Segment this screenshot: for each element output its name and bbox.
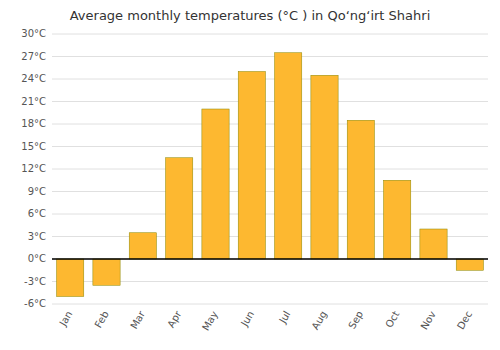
x-tick-label: May: [200, 309, 220, 332]
y-tick-label: 30°C: [21, 28, 46, 39]
y-tick-label: 12°C: [21, 163, 46, 174]
grid-line: [52, 146, 488, 147]
y-tick-label: 15°C: [21, 141, 46, 152]
bar: [57, 259, 84, 297]
grid-line: [52, 34, 488, 35]
x-tick-label: Jul: [276, 309, 292, 326]
x-tick-label: Sep: [346, 309, 365, 331]
x-tick-label: Aug: [310, 309, 329, 331]
y-tick-label: 3°C: [28, 231, 46, 242]
x-tick-label: Feb: [92, 309, 110, 330]
bar: [384, 180, 411, 259]
x-tick-label: Jun: [238, 309, 256, 329]
y-tick-label: 27°C: [21, 51, 46, 62]
y-tick-label: 18°C: [21, 118, 46, 129]
grid-line: [52, 101, 488, 102]
y-tick-label: 6°C: [28, 208, 46, 219]
grid-line: [52, 79, 488, 80]
x-tick-label: Nov: [419, 309, 438, 331]
bar: [129, 233, 156, 259]
x-tick-label: Jan: [57, 309, 75, 329]
page: {"chart_data": {"type": "bar", "title": …: [0, 0, 500, 350]
x-tick-label: Mar: [128, 308, 147, 331]
x-tick-label: Dec: [455, 309, 474, 331]
y-tick-label: 21°C: [21, 96, 46, 107]
grid-line: [52, 56, 488, 57]
grid-line: [52, 214, 488, 215]
y-tick-label: -6°C: [24, 298, 46, 309]
grid-line: [52, 259, 488, 260]
title: Average monthly temperatures (°C ) in Qo…: [70, 8, 431, 23]
y-tick-label: 0°C: [28, 253, 46, 264]
y-tick-label: 9°C: [28, 186, 46, 197]
zero-line: [52, 258, 488, 260]
grid-line: [52, 304, 488, 305]
bar: [347, 120, 374, 259]
bar: [166, 158, 193, 259]
bars: [57, 53, 484, 297]
grid-line: [52, 169, 488, 170]
bar: [275, 53, 302, 259]
grid-line: [52, 191, 488, 192]
grid: [52, 34, 488, 304]
bar: [420, 229, 447, 259]
grid-line: [52, 124, 488, 125]
bar: [238, 72, 265, 260]
bar: [456, 259, 483, 270]
x-tick-label: Oct: [383, 309, 401, 330]
bar: [202, 109, 229, 259]
x-tick-label: Apr: [165, 308, 184, 329]
bar: [311, 75, 338, 259]
chart: Average monthly temperatures (°C ) in Qo…: [0, 0, 500, 350]
y-tick-label: -3°C: [24, 276, 46, 287]
y-tick-label: 24°C: [21, 73, 46, 84]
bar: [93, 259, 120, 285]
y-axis: -6°C -3°C 0°C 3°C 6°C 9°C 12°C 15°C 18°C 21°C 24°C…: [21, 28, 46, 309]
x-axis: Jan Feb Mar Apr May Jun Jul Aug Sep Oct Nov Dec: [57, 308, 474, 332]
